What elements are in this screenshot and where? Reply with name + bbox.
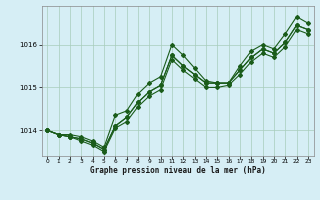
X-axis label: Graphe pression niveau de la mer (hPa): Graphe pression niveau de la mer (hPa) [90,166,266,175]
